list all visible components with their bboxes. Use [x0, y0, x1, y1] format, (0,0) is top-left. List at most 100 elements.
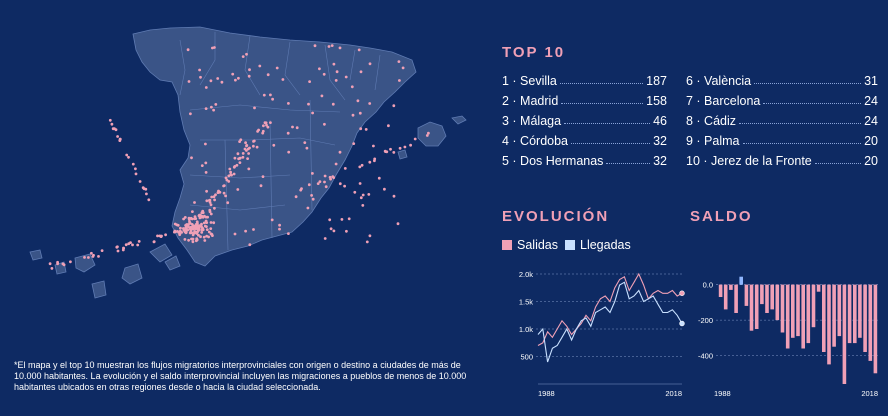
map-dot: [291, 125, 294, 129]
map-dot: [204, 107, 208, 110]
map-dot: [131, 162, 135, 166]
map-dot: [213, 198, 217, 202]
map-dot: [209, 212, 213, 216]
map-dot: [197, 233, 200, 237]
map-dot: [186, 223, 190, 227]
map-dot: [307, 102, 310, 106]
map-dot: [358, 111, 362, 115]
saldo-bar: [765, 284, 769, 313]
map-dot: [116, 249, 120, 253]
map-dot: [343, 167, 347, 170]
top10-leader: [742, 142, 862, 144]
saldo-bar: [837, 284, 842, 337]
migration-points: [48, 44, 430, 270]
balearic-mallorca: [417, 121, 447, 147]
map-dot: [200, 214, 204, 218]
map-dot: [199, 75, 202, 79]
llegadas-swatch: [565, 240, 575, 250]
legend-salidas: Salidas: [502, 238, 558, 252]
legend-llegadas: Llegadas: [565, 238, 631, 252]
top10-item-value: 32: [653, 134, 667, 148]
top10-leader: [606, 162, 651, 164]
map-dot: [200, 231, 204, 234]
top10-leader: [814, 162, 862, 164]
map-dot: [182, 217, 186, 221]
map-dot: [193, 226, 197, 230]
map-dot: [236, 188, 240, 191]
map-dot: [202, 221, 206, 225]
map-dot: [263, 121, 267, 125]
map-dot: [389, 147, 392, 151]
saldo-ytick: 0.0: [703, 281, 713, 290]
map-dot: [305, 146, 309, 150]
footnote: *El mapa y el top 10 muestran los flujos…: [14, 360, 467, 392]
map-dot: [303, 141, 307, 145]
map-dot: [113, 127, 116, 131]
map-dot: [350, 85, 354, 89]
map-dot: [331, 102, 335, 106]
saldo-bar: [811, 284, 816, 328]
map-dot: [222, 184, 226, 188]
top10-item: 2 · Madrid 158: [502, 90, 667, 108]
map-dot: [208, 208, 212, 212]
map-dot: [184, 226, 188, 230]
saldo-bar: [718, 284, 723, 297]
map-dot: [345, 229, 348, 233]
map-dot: [338, 46, 342, 50]
map-dot: [323, 237, 327, 240]
saldo-bar: [827, 284, 831, 365]
map-dot: [364, 127, 368, 131]
map-dot: [145, 192, 148, 196]
map-dot: [201, 227, 205, 231]
map-dot: [403, 145, 407, 149]
map-dot: [300, 187, 303, 191]
map-dot: [396, 222, 400, 226]
map-dot: [229, 170, 233, 174]
map-dot: [287, 102, 290, 105]
map-dot: [187, 238, 191, 242]
evo-ytick: 1.0k: [519, 325, 533, 334]
map-dot: [247, 152, 251, 155]
map-dot: [269, 121, 272, 124]
map-dot: [204, 86, 208, 89]
map-dot: [368, 102, 372, 105]
map-dot: [216, 77, 220, 80]
map-dot: [236, 152, 240, 156]
map-dot: [252, 228, 255, 231]
saldo-xtick: 1988: [714, 389, 731, 398]
map-dot: [335, 70, 339, 74]
top10-item: 5 · Dos Hermanas 32: [502, 150, 667, 168]
map-dot: [261, 131, 265, 135]
map-dot: [189, 112, 192, 116]
top10-leader: [754, 82, 862, 84]
map-dot: [188, 231, 192, 235]
map-dot: [232, 172, 236, 176]
map-dot: [195, 220, 199, 224]
map-dot: [208, 198, 212, 202]
legend-llegadas-label: Llegadas: [580, 238, 631, 252]
top10-item-name: 4 · Córdoba: [502, 134, 569, 148]
map-dot: [187, 216, 191, 220]
top10-item: 3 · Málaga 46: [502, 110, 667, 128]
map-dot: [401, 66, 405, 70]
map-dot: [205, 199, 209, 203]
map-dot: [97, 255, 100, 258]
saldo-bar: [739, 276, 743, 285]
map-dot: [56, 262, 59, 266]
map-dot: [367, 193, 371, 196]
map-dot: [202, 235, 206, 239]
map-dot: [368, 62, 372, 66]
map-dot: [397, 60, 401, 63]
map-dot: [152, 240, 156, 244]
map-dot: [100, 249, 104, 253]
salidas-swatch: [502, 240, 512, 250]
map-dot: [188, 222, 192, 225]
top10-item-value: 20: [864, 154, 878, 168]
evo-xtick: 2018: [665, 389, 682, 398]
map-dot: [110, 122, 114, 126]
map-dot: [212, 195, 216, 199]
map-dot: [275, 66, 279, 70]
evo-xtick: 1988: [538, 389, 555, 398]
map-dot: [217, 189, 220, 193]
map-dot: [241, 55, 245, 58]
